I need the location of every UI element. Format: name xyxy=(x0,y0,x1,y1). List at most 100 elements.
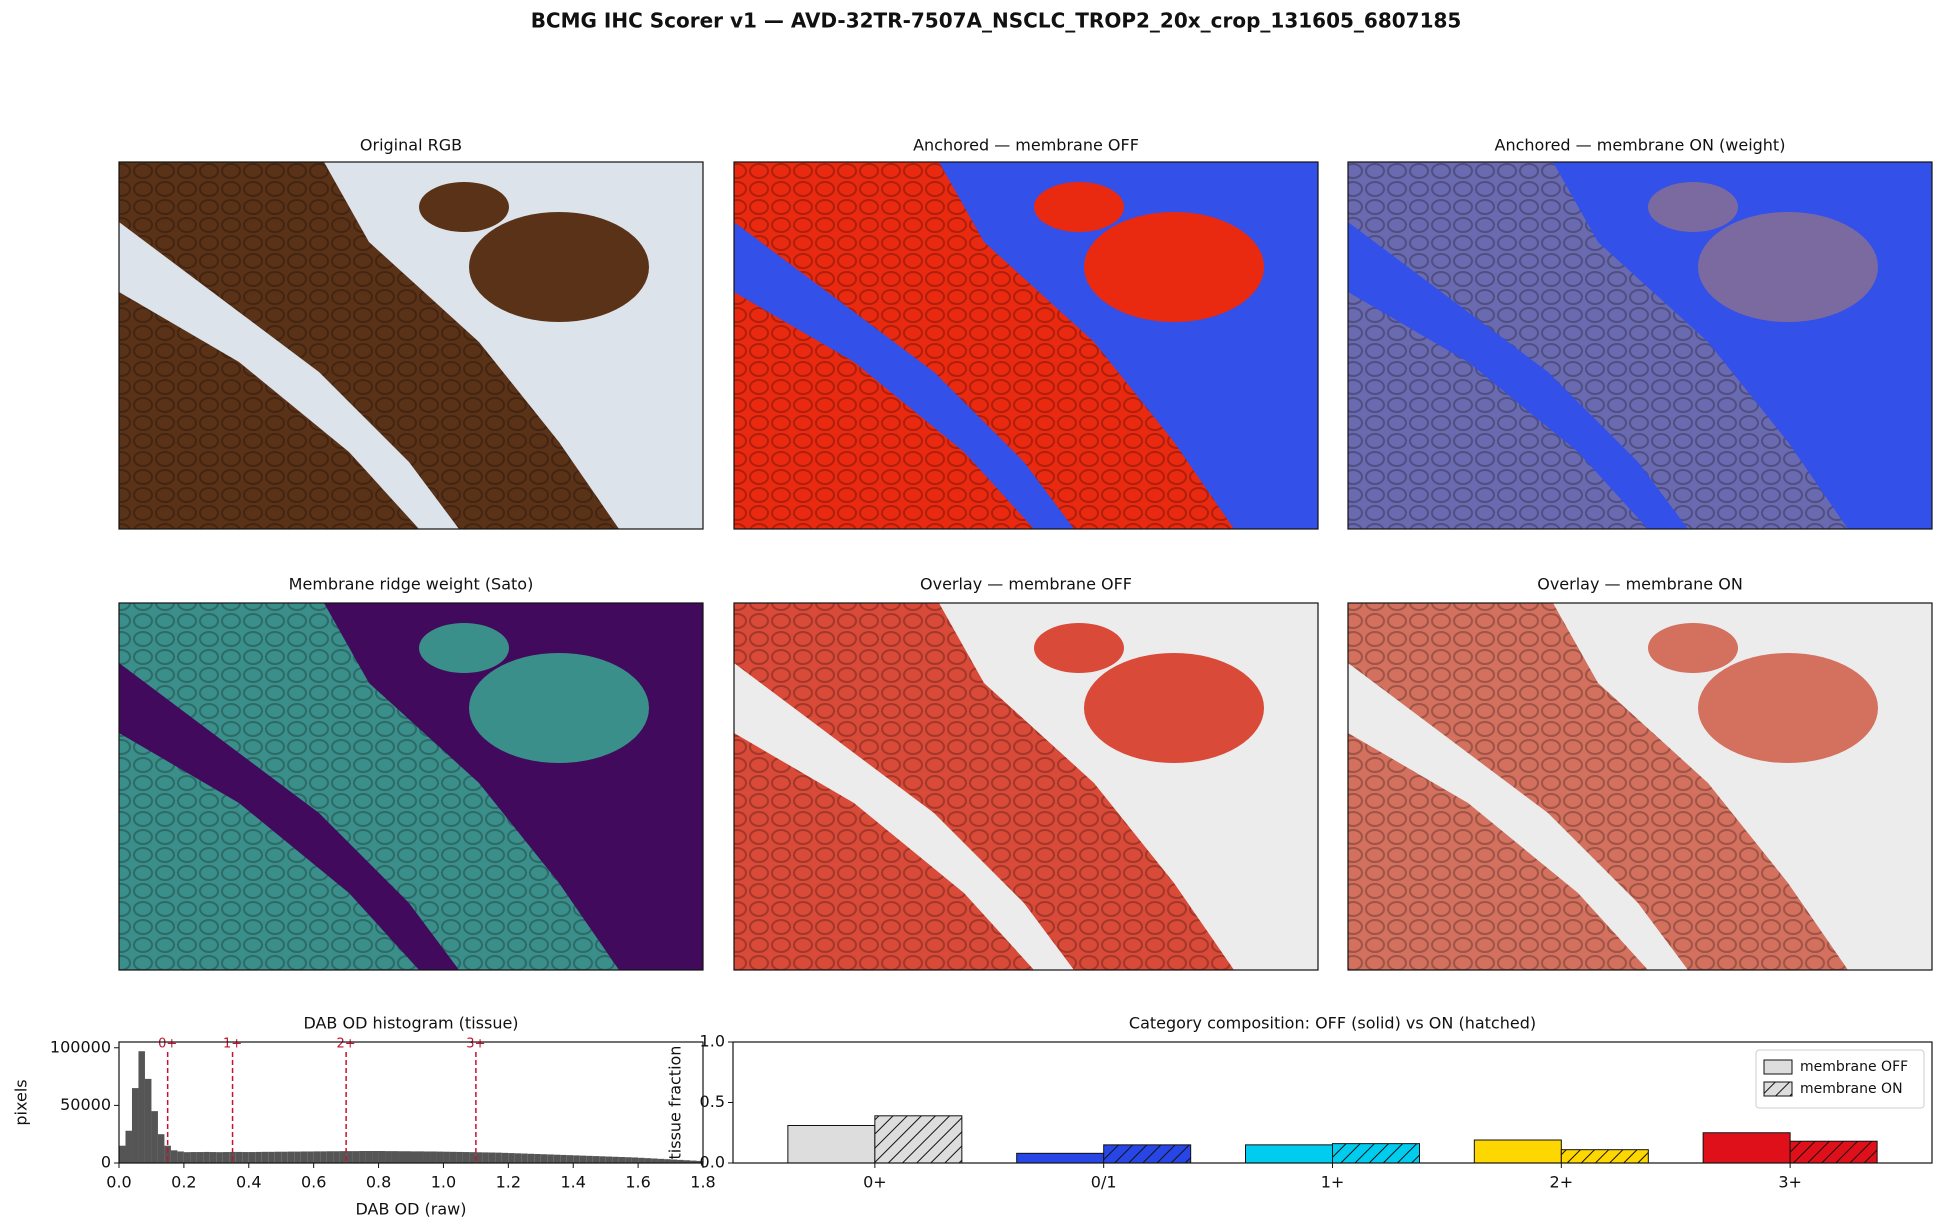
hist-bar xyxy=(605,1156,613,1163)
hist-bar xyxy=(696,1160,703,1163)
image-original xyxy=(118,161,704,530)
threshold-label-bg xyxy=(151,1036,184,1052)
hist-bar xyxy=(521,1153,528,1163)
bar xyxy=(1473,1139,1562,1164)
panel-title: Anchored — membrane ON (weight) xyxy=(1495,136,1786,155)
x-tick-label: 0.6 xyxy=(301,1173,326,1192)
y-tick-label: 100000 xyxy=(50,1037,111,1056)
hist-bar xyxy=(456,1151,463,1163)
hist-bar xyxy=(300,1151,308,1163)
hist-bar xyxy=(177,1151,184,1163)
x-tick-label: 1+ xyxy=(1321,1173,1345,1192)
hist-bar xyxy=(657,1158,665,1163)
threshold-label: 1+ xyxy=(223,1037,242,1052)
threshold-label-bg xyxy=(216,1036,249,1052)
hist-bar xyxy=(372,1151,379,1163)
hist-bar xyxy=(508,1153,515,1163)
hist-bar xyxy=(540,1154,548,1163)
x-tick-label: 0.4 xyxy=(236,1173,261,1192)
hist-bar xyxy=(417,1151,424,1163)
bar xyxy=(1789,1140,1878,1164)
hist-bar xyxy=(235,1151,243,1163)
threshold-label: 0+ xyxy=(158,1037,177,1052)
x-tick-label: 1.6 xyxy=(625,1173,650,1192)
hist-bar xyxy=(501,1152,509,1163)
hist-bar xyxy=(644,1158,652,1163)
hist-bar xyxy=(307,1151,314,1163)
hist-bar xyxy=(391,1151,399,1163)
y-tick-label: 0 xyxy=(101,1153,111,1172)
hist-bar xyxy=(625,1157,632,1163)
hist-bar xyxy=(138,1051,145,1163)
hist-bar xyxy=(677,1159,684,1163)
hist-bar xyxy=(527,1153,535,1163)
hist-bar xyxy=(222,1152,230,1163)
hist-bar xyxy=(261,1151,269,1163)
x-tick-label: 0/1 xyxy=(1091,1173,1117,1192)
legend-box xyxy=(1755,1049,1925,1109)
hist-bar xyxy=(586,1155,593,1163)
x-tick-label: 1.2 xyxy=(496,1173,521,1192)
hist-bar xyxy=(443,1151,450,1163)
x-tick-label: 3+ xyxy=(1778,1173,1802,1192)
axes-frame xyxy=(732,1041,1933,1164)
hist-bar xyxy=(339,1151,347,1163)
hist-bar xyxy=(404,1151,411,1163)
panel-title: Overlay — membrane ON xyxy=(1537,575,1743,594)
threshold-label: 2+ xyxy=(337,1037,356,1052)
hist-bar xyxy=(196,1152,204,1163)
hist-bar xyxy=(560,1154,567,1163)
image-ridge-weight xyxy=(118,602,704,971)
bar xyxy=(1245,1144,1333,1164)
image-anchored-off xyxy=(733,161,1319,530)
hist-bar xyxy=(359,1151,366,1163)
x-tick-label: 0+ xyxy=(863,1173,887,1192)
hist-bar xyxy=(255,1151,262,1163)
hist-bar xyxy=(157,1134,165,1163)
hist-bar xyxy=(119,1145,126,1163)
hist-bar xyxy=(547,1154,554,1163)
hist-bar xyxy=(170,1150,178,1163)
hist-bar xyxy=(664,1159,671,1163)
hist-bar xyxy=(566,1155,574,1163)
legend-swatch xyxy=(1763,1059,1793,1075)
x-tick-label: 1.0 xyxy=(431,1173,456,1192)
hist-bar xyxy=(670,1159,678,1163)
hist-bar xyxy=(462,1152,470,1163)
y-tick-label: 1.0 xyxy=(700,1032,725,1051)
hist-bar xyxy=(592,1156,600,1163)
hist-bar xyxy=(144,1078,152,1163)
bar xyxy=(1016,1152,1105,1164)
threshold-label: 3+ xyxy=(466,1037,485,1052)
hist-bar xyxy=(346,1151,353,1163)
hist-bar xyxy=(488,1152,496,1163)
chart-title: Category composition: OFF (solid) vs ON … xyxy=(1129,1014,1536,1033)
image-anchored-on xyxy=(1347,161,1933,530)
hist-bar xyxy=(125,1130,132,1163)
hist-bar xyxy=(320,1151,327,1163)
bar xyxy=(1702,1132,1791,1164)
hist-bar xyxy=(631,1157,639,1163)
legend-swatch xyxy=(1763,1081,1793,1097)
hist-bar xyxy=(287,1151,295,1163)
x-axis-label: DAB OD (raw) xyxy=(356,1200,467,1219)
hist-bar xyxy=(482,1152,489,1163)
y-tick-label: 50000 xyxy=(60,1095,111,1114)
hist-bar xyxy=(599,1156,606,1163)
hist-bar xyxy=(398,1151,405,1163)
bar xyxy=(1560,1149,1649,1164)
hist-bar xyxy=(365,1151,373,1163)
bar xyxy=(1332,1143,1420,1164)
hist-bar xyxy=(216,1152,223,1163)
hist-bar xyxy=(553,1154,561,1163)
hist-bar xyxy=(534,1154,541,1163)
hist-bar xyxy=(352,1151,360,1163)
hist-bar xyxy=(514,1153,522,1163)
hist-bar xyxy=(313,1151,321,1163)
panel-title: Membrane ridge weight (Sato) xyxy=(289,575,534,594)
hist-bar xyxy=(333,1151,340,1163)
hist-bar xyxy=(274,1151,282,1163)
image-overlay-on xyxy=(1347,602,1933,971)
